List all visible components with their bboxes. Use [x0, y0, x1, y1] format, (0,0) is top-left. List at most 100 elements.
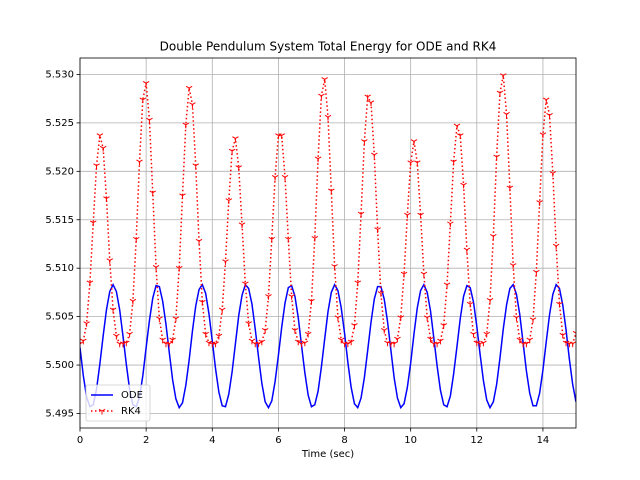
data-point — [278, 133, 285, 139]
data-point — [367, 100, 375, 107]
data-point — [490, 234, 497, 240]
data-point — [533, 269, 540, 276]
data-point — [288, 294, 295, 300]
data-point — [450, 159, 457, 166]
data-point — [99, 145, 107, 152]
y-tick-label: 5.525 — [45, 118, 74, 129]
data-point — [156, 316, 163, 323]
data-point — [516, 337, 524, 344]
data-point — [559, 332, 567, 339]
data-point — [202, 331, 209, 338]
y-tick-label: 5.510 — [45, 263, 74, 274]
data-point — [225, 198, 233, 204]
x-tick-label: 12 — [470, 435, 483, 446]
data-point — [149, 190, 157, 197]
data-point — [437, 338, 444, 345]
data-point — [470, 331, 477, 338]
data-point — [139, 97, 147, 104]
data-point — [569, 341, 576, 348]
data-point — [212, 341, 219, 348]
data-point — [165, 341, 173, 348]
x-tick-label: 0 — [77, 435, 83, 446]
data-point — [347, 339, 355, 346]
data-point — [456, 133, 464, 139]
data-point — [89, 220, 97, 227]
data-point — [126, 331, 133, 338]
data-point — [123, 340, 130, 347]
data-point — [394, 336, 401, 343]
data-point — [480, 340, 487, 347]
x-tick-label: 4 — [209, 435, 215, 446]
data-point — [463, 247, 471, 254]
data-point — [324, 114, 332, 121]
data-point — [440, 323, 448, 329]
data-point — [189, 102, 196, 108]
data-point — [526, 337, 533, 344]
data-point — [321, 77, 328, 83]
legend: ODE RK4 — [85, 384, 151, 422]
data-point — [404, 212, 411, 219]
data-point — [423, 315, 431, 322]
data-point — [113, 333, 120, 340]
data-point — [493, 154, 500, 161]
data-point — [466, 301, 474, 308]
data-point — [106, 258, 114, 264]
data-point — [308, 298, 315, 305]
data-point — [413, 160, 421, 167]
x-axis-label: Time (sec) — [301, 449, 354, 460]
data-point — [245, 321, 252, 327]
data-point — [80, 338, 87, 345]
data-point — [331, 264, 338, 270]
data-point — [232, 136, 239, 142]
data-point — [129, 298, 137, 305]
data-point — [291, 327, 299, 334]
data-point — [294, 339, 302, 346]
data-point — [281, 174, 289, 181]
data-point — [447, 221, 454, 228]
data-point — [397, 315, 405, 322]
data-point — [509, 263, 517, 269]
data-point — [215, 333, 223, 340]
data-point — [314, 156, 322, 163]
data-point — [377, 291, 385, 297]
data-point — [222, 259, 229, 265]
data-point — [132, 236, 140, 243]
data-point — [258, 339, 266, 346]
data-point — [572, 330, 576, 337]
data-point — [542, 97, 550, 104]
data-point — [199, 299, 206, 306]
data-point — [529, 317, 537, 324]
data-point — [513, 315, 520, 322]
data-point — [556, 301, 563, 308]
y-tick-label: 5.515 — [45, 215, 74, 226]
data-point — [523, 341, 530, 348]
data-point — [552, 243, 560, 250]
data-point — [433, 341, 441, 348]
data-point — [486, 297, 494, 304]
data-point — [357, 211, 365, 218]
data-point — [549, 171, 557, 177]
data-point — [364, 94, 371, 101]
data-point — [546, 112, 553, 119]
data-point — [218, 307, 226, 314]
data-point — [83, 321, 90, 327]
data-point — [374, 227, 381, 233]
data-point — [93, 163, 100, 170]
y-tick-label: 5.495 — [45, 408, 74, 419]
x-tick-label: 2 — [143, 435, 149, 446]
data-point — [337, 337, 345, 344]
y-tick-label: 5.500 — [45, 360, 74, 371]
legend-label: RK4 — [121, 406, 141, 417]
data-point — [506, 185, 514, 192]
data-point — [195, 238, 203, 245]
data-point — [152, 265, 160, 271]
data-point — [185, 85, 193, 92]
data-point — [390, 341, 398, 348]
data-point — [328, 188, 335, 195]
data-point — [268, 236, 276, 243]
data-point — [248, 338, 256, 345]
data-point — [344, 341, 352, 348]
data-point — [265, 294, 272, 300]
data-point — [304, 331, 312, 338]
